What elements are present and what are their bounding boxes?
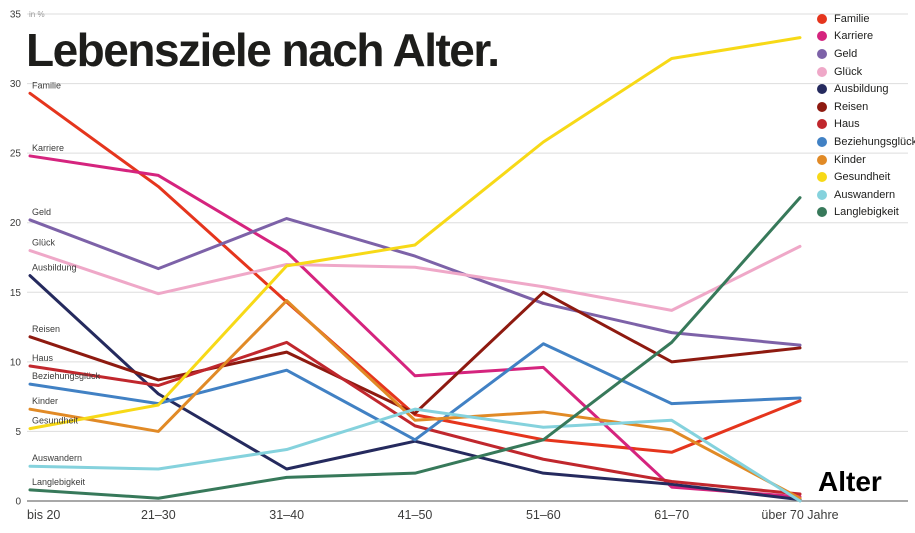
x-tick-label-61-70: 61–70 bbox=[654, 508, 689, 522]
legend-item-ausbildung: Ausbildung bbox=[817, 80, 915, 98]
series-start-label-langlebigkeit: Langlebigkeit bbox=[32, 477, 86, 487]
x-tick-label-bis-20: bis 20 bbox=[27, 508, 60, 522]
series-line-familie bbox=[28, 91, 802, 454]
series-line-karriere bbox=[28, 154, 802, 499]
chart-title: Lebensziele nach Alter. bbox=[26, 24, 500, 76]
y-tick-label: 25 bbox=[10, 149, 22, 160]
y-tick-label: 20 bbox=[10, 218, 22, 229]
y-tick-label: 5 bbox=[15, 427, 21, 438]
legend-dot-langlebigkeit bbox=[817, 207, 827, 218]
x-tick-label-41-50: 41–50 bbox=[398, 508, 433, 522]
legend-dot-kinder bbox=[817, 154, 827, 165]
legend-label: Gesundheit bbox=[834, 171, 891, 184]
legend-item-gesundheit: Gesundheit bbox=[817, 168, 915, 186]
series-start-label-karriere: Karriere bbox=[32, 143, 64, 153]
y-tick-label: 10 bbox=[10, 357, 22, 368]
legend-label: Ausbildung bbox=[834, 83, 889, 96]
legend-item-kinder: Kinder bbox=[817, 151, 915, 169]
legend-dot-familie bbox=[817, 13, 827, 24]
legend-dot-geld bbox=[817, 48, 827, 59]
series-line-gesundheit bbox=[28, 36, 802, 431]
legend-item-reisen: Reisen bbox=[817, 98, 915, 116]
x-axis-title: Alter bbox=[818, 466, 882, 497]
legend-item-familie: Familie bbox=[817, 10, 915, 28]
x-tick-label-31-40: 31–40 bbox=[269, 508, 304, 522]
series-start-label-beziehungsgluck: Beziehungsglück bbox=[32, 371, 101, 381]
series-start-label-ausbildung: Ausbildung bbox=[32, 263, 77, 273]
series-line-kinder bbox=[28, 299, 802, 500]
legend-item-langlebigkeit: Langlebigkeit bbox=[817, 204, 915, 222]
series-line-gluck bbox=[28, 244, 802, 312]
legend-dot-gesundheit bbox=[817, 172, 827, 183]
legend-label: Karriere bbox=[834, 30, 874, 43]
x-tick-label-21-30: 21–30 bbox=[141, 508, 176, 522]
legend-dot-gluck bbox=[817, 66, 827, 77]
legend-label: Glück bbox=[834, 65, 863, 78]
legend-dot-ausbildung bbox=[817, 84, 827, 95]
legend-label: Kinder bbox=[834, 153, 866, 166]
legend-item-gluck: Glück bbox=[817, 63, 915, 81]
legend: Familie Karriere Geld Glück Ausbildung Reisen… bbox=[817, 10, 915, 221]
y-tick-label: 35 bbox=[10, 10, 22, 21]
series-start-label-gesundheit: Gesundheit bbox=[32, 416, 79, 426]
legend-item-beziehungsgluck: Beziehungsglück bbox=[817, 133, 915, 151]
legend-label: Geld bbox=[834, 47, 858, 60]
y-tick-label: 15 bbox=[10, 288, 22, 299]
legend-item-haus: Haus bbox=[817, 116, 915, 134]
y-tick-label: 30 bbox=[10, 79, 22, 90]
series-line-auswandern bbox=[28, 407, 802, 503]
legend-item-geld: Geld bbox=[817, 45, 915, 63]
legend-dot-reisen bbox=[817, 101, 827, 112]
legend-item-karriere: Karriere bbox=[817, 28, 915, 46]
x-tick-label-uber-70-jahre: über 70 Jahre bbox=[761, 508, 838, 522]
legend-label: Auswandern bbox=[834, 188, 896, 201]
series-start-label-haus: Haus bbox=[32, 353, 54, 363]
legend-dot-beziehungsgluck bbox=[817, 136, 827, 147]
legend-label: Reisen bbox=[834, 100, 869, 113]
series-start-label-gluck: Glück bbox=[32, 238, 56, 248]
series-start-label-reisen: Reisen bbox=[32, 324, 60, 334]
legend-dot-karriere bbox=[817, 31, 827, 42]
series-start-label-familie: Familie bbox=[32, 80, 61, 90]
series-line-reisen bbox=[28, 290, 802, 415]
series-start-label-kinder: Kinder bbox=[32, 396, 58, 406]
series-line-langlebigkeit bbox=[28, 196, 802, 500]
x-tick-label-51-60: 51–60 bbox=[526, 508, 561, 522]
legend-item-auswandern: Auswandern bbox=[817, 186, 915, 204]
y-axis-unit-label: in % bbox=[29, 10, 45, 19]
series-line-ausbildung bbox=[28, 274, 802, 502]
legend-label: Haus bbox=[834, 118, 860, 131]
legend-dot-haus bbox=[817, 119, 827, 130]
series-start-label-auswandern: Auswandern bbox=[32, 453, 82, 463]
y-tick-label: 0 bbox=[15, 497, 21, 508]
legend-label: Familie bbox=[834, 12, 870, 25]
series-start-label-geld: Geld bbox=[32, 207, 51, 217]
legend-label: Langlebigkeit bbox=[834, 206, 899, 219]
legend-label: Beziehungsglück bbox=[834, 135, 915, 148]
series-line-geld bbox=[28, 217, 802, 347]
legend-dot-auswandern bbox=[817, 189, 827, 200]
series-line-haus bbox=[28, 340, 802, 496]
